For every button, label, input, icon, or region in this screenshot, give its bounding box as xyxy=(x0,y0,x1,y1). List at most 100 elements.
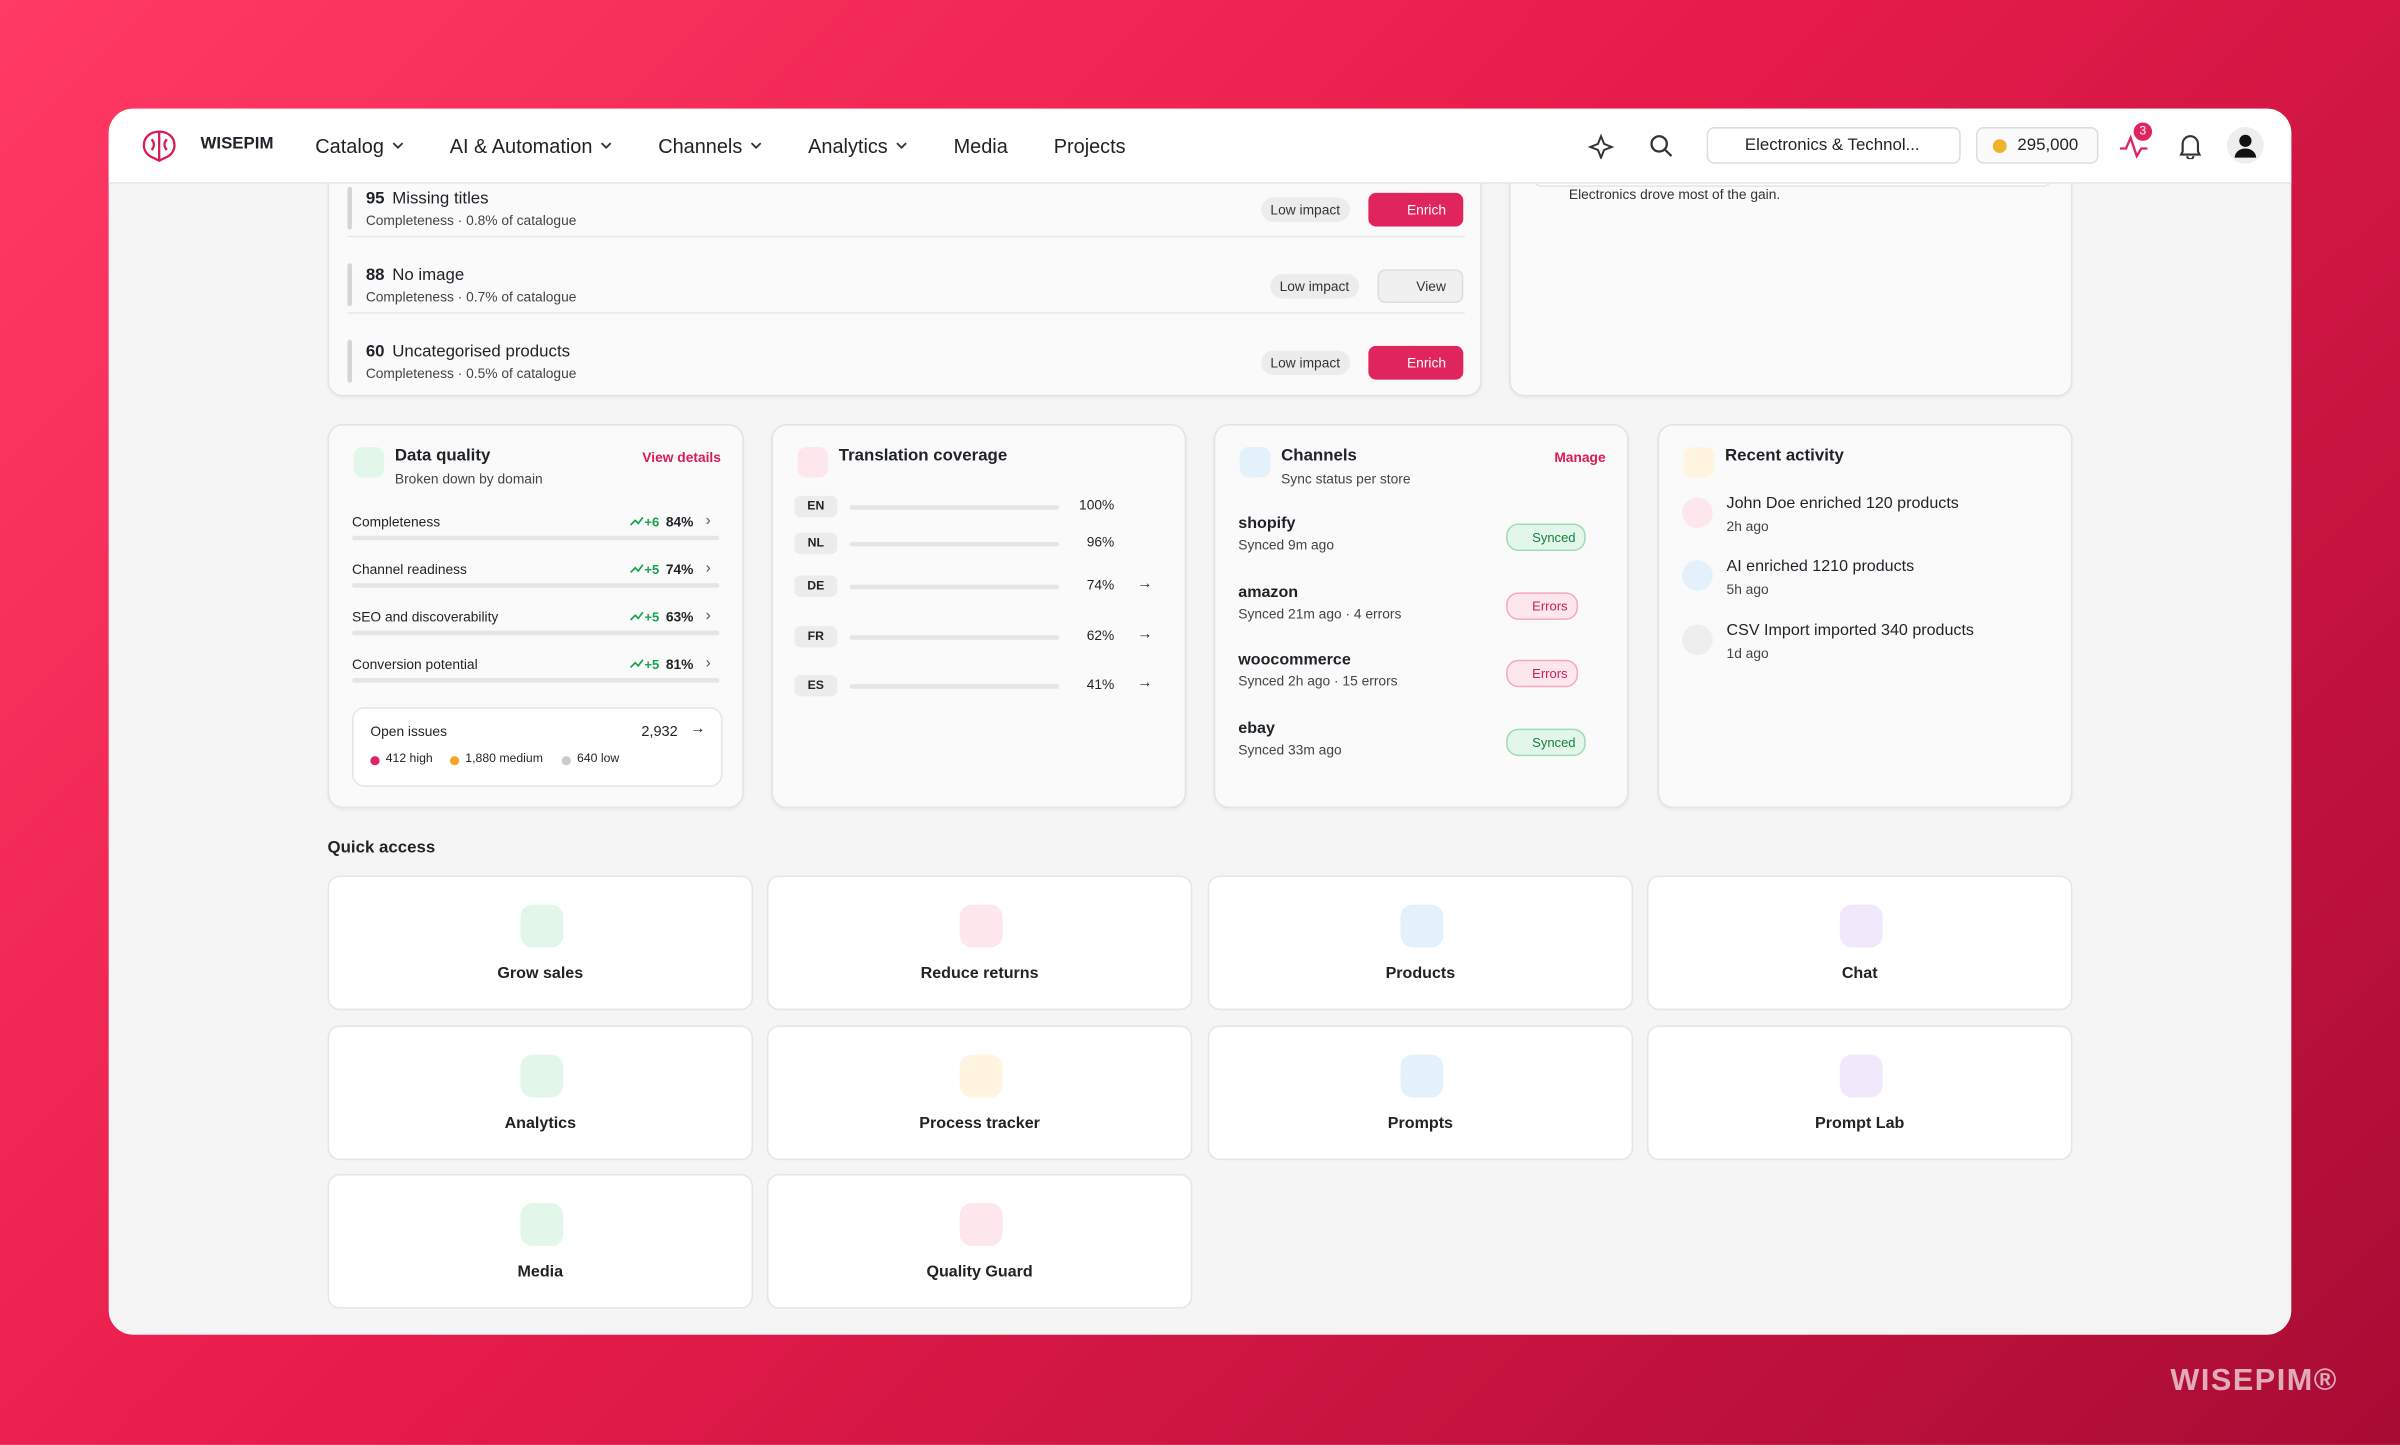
channel-status: Synced 33m ago xyxy=(1238,742,1342,758)
domain-delta: +5 xyxy=(629,657,659,672)
impact-pill: Low impact xyxy=(1261,197,1350,222)
menu-item[interactable]: Channels xyxy=(658,134,762,157)
enrich-button[interactable]: Enrich xyxy=(1368,345,1464,380)
tile-icon xyxy=(1400,1054,1444,1098)
status-badge: Errors xyxy=(1506,659,1579,688)
chevron: › xyxy=(705,655,711,672)
tile-icon xyxy=(1839,1054,1883,1098)
quick-tile[interactable]: Reduce returns xyxy=(766,875,1193,1011)
quick-tile[interactable]: Analytics xyxy=(327,1025,754,1161)
notifications-button[interactable] xyxy=(2178,132,2202,160)
tile-label: Products xyxy=(1385,964,1456,983)
divider xyxy=(347,235,1465,238)
coverage-percent: 100% xyxy=(1079,497,1115,513)
quick-tile[interactable]: Process tracker xyxy=(766,1025,1193,1161)
trend-icon xyxy=(630,516,644,526)
activity-button[interactable] xyxy=(2118,130,2149,161)
tile-icon xyxy=(1839,904,1883,948)
chevron: › xyxy=(705,560,711,578)
activity-time: 2h ago xyxy=(1726,518,1769,535)
issue-name: No image xyxy=(392,266,465,285)
issue-title: 95 Missing titles xyxy=(366,190,489,208)
severity-dot xyxy=(561,756,571,766)
issue-share: 0.8% of catalogue xyxy=(466,212,577,229)
quick-tile[interactable]: Products xyxy=(1207,875,1634,1011)
domain-name: Channel readiness xyxy=(352,561,467,578)
store-selector[interactable]: Electronics & Technol... xyxy=(1706,127,1961,164)
domain-delta: +6 xyxy=(629,514,659,530)
issue-count: 60 xyxy=(365,342,385,362)
panel-link[interactable]: View details xyxy=(642,449,721,466)
divider xyxy=(347,312,1465,314)
menu-item[interactable]: AI & Automation xyxy=(450,134,613,157)
tile-label: Prompt Lab xyxy=(1815,1114,1905,1133)
search-button[interactable] xyxy=(1648,133,1673,157)
credits[interactable]: 295,000 xyxy=(1976,127,2099,164)
view-button[interactable]: View xyxy=(1377,269,1464,304)
quick-tile[interactable]: Prompts xyxy=(1207,1025,1634,1161)
chevron xyxy=(392,142,403,150)
coin xyxy=(1992,139,2007,154)
panel-link[interactable]: Manage xyxy=(1554,449,1606,466)
tile-icon xyxy=(959,1203,1003,1246)
chevron: › xyxy=(705,512,711,530)
quick-tile[interactable]: Prompt Lab xyxy=(1646,1025,2073,1161)
domain-name: SEO and discoverability xyxy=(352,609,499,625)
arrow[interactable]: → xyxy=(1137,575,1153,593)
coverage-percent: 96% xyxy=(1086,534,1115,550)
enrich-button[interactable]: Enrich xyxy=(1368,192,1464,227)
arrow[interactable]: → xyxy=(1137,626,1153,643)
impact-pill: Low impact xyxy=(1261,350,1350,375)
coverage-track xyxy=(849,584,1060,590)
panel-icon xyxy=(1683,446,1715,478)
trend-icon xyxy=(630,564,644,574)
menu-label: Analytics xyxy=(808,133,888,157)
channel-name: amazon xyxy=(1238,582,1299,601)
quick-tile[interactable]: Chat xyxy=(1646,875,2073,1011)
quick-tile[interactable]: Quality Guard xyxy=(766,1173,1193,1309)
domain-percent: 63% xyxy=(665,609,694,625)
delta-value: +5 xyxy=(644,656,660,672)
progress-track xyxy=(352,583,720,588)
menu-item[interactable]: Catalog xyxy=(315,134,403,157)
activity-icon xyxy=(1682,623,1713,655)
progress-track xyxy=(352,630,720,636)
domain-name: Completeness xyxy=(352,514,441,530)
avatar[interactable] xyxy=(2227,127,2264,164)
tile-label: Process tracker xyxy=(919,1114,1040,1133)
issue-count: 88 xyxy=(365,266,385,285)
quick-tile[interactable]: Grow sales xyxy=(327,875,754,1011)
domain-delta: +5 xyxy=(629,609,659,624)
issue-marker xyxy=(347,263,353,307)
tile-label: Prompts xyxy=(1387,1114,1454,1133)
content: 95 Missing titles Completeness · 0.8% of c… xyxy=(109,109,2292,1335)
channel-status: Synced 21m ago · 4 errors xyxy=(1238,605,1402,621)
menu-item[interactable]: Media xyxy=(954,134,1008,157)
open-issues-label: Open issues xyxy=(370,723,447,740)
activity-text: John Doe enriched 120 products xyxy=(1726,494,1959,513)
menu-item[interactable]: Analytics xyxy=(808,134,908,157)
panel-title: Data quality xyxy=(394,446,491,466)
activity-time: 1d ago xyxy=(1726,645,1769,661)
arrow[interactable]: → xyxy=(1137,674,1153,692)
ai-button[interactable] xyxy=(1587,132,1615,160)
severity-count: 640 low xyxy=(577,751,620,766)
issue-title: 88 No image xyxy=(366,266,464,284)
menu-item[interactable]: Projects xyxy=(1054,134,1126,157)
language-code: DE xyxy=(794,575,838,597)
quick-tile[interactable]: Media xyxy=(327,1173,754,1309)
issue-marker xyxy=(347,339,353,383)
status-badge: Errors xyxy=(1506,591,1579,620)
trend-icon xyxy=(630,659,644,668)
channel-status: Synced 9m ago xyxy=(1238,537,1335,553)
channel-name: shopify xyxy=(1238,514,1296,533)
issue-title: 60 Uncategorised products xyxy=(366,343,570,361)
arrow: → xyxy=(690,720,706,738)
store-name: Electronics & Technol... xyxy=(1744,136,1920,155)
translation-card: Translation coverage EN 100% NL 96% DE 74% → FR 6… xyxy=(771,423,1187,809)
panel-title: Recent activity xyxy=(1724,446,1844,466)
tile-label: Reduce returns xyxy=(920,964,1039,983)
tile-icon xyxy=(520,1054,564,1098)
domain-percent: 84% xyxy=(665,514,694,530)
